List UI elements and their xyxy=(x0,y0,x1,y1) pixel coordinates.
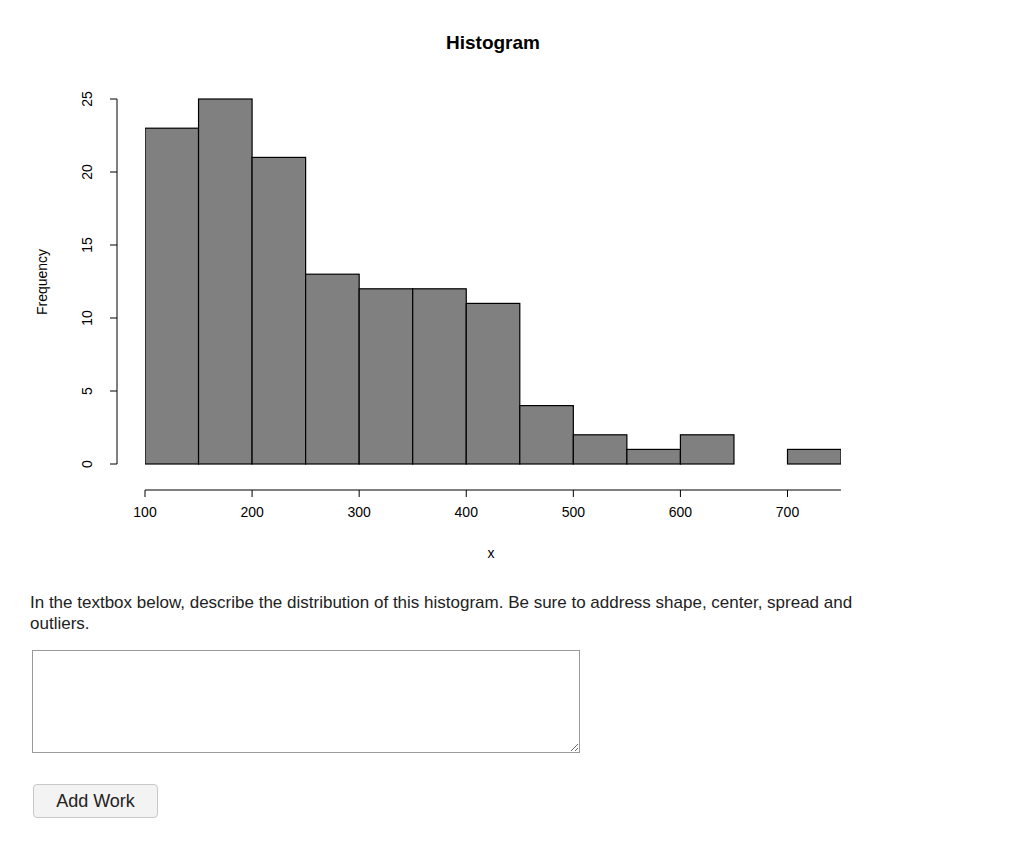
y-axis xyxy=(117,99,118,464)
bar xyxy=(199,99,253,464)
y-tick-label: 0 xyxy=(79,460,95,468)
prompt-line: outliers. xyxy=(30,613,852,634)
x-tick-label: 500 xyxy=(562,504,586,520)
bar xyxy=(734,463,788,464)
y-tick xyxy=(110,318,117,319)
x-tick-label: 600 xyxy=(669,504,693,520)
x-tick xyxy=(359,490,360,497)
prompt: In the textbox below, describe the distr… xyxy=(30,592,852,634)
bar xyxy=(145,128,199,464)
y-axis-label: Frequency xyxy=(34,249,50,315)
x-tick-label: 200 xyxy=(240,504,264,520)
y-tick-label: 20 xyxy=(79,164,95,180)
x-tick xyxy=(573,490,574,497)
x-tick-label: 400 xyxy=(455,504,479,520)
x-tick-label: 700 xyxy=(776,504,800,520)
bars xyxy=(145,99,841,464)
x-tick xyxy=(145,490,146,497)
bar xyxy=(788,449,842,464)
x-tick xyxy=(680,490,681,497)
x-tick xyxy=(466,490,467,497)
bar xyxy=(413,289,467,464)
y-tick xyxy=(110,99,117,100)
bar xyxy=(466,303,520,464)
x-tick-label: 300 xyxy=(347,504,371,520)
y-tick-label: 5 xyxy=(79,387,95,395)
y-tick-label: 25 xyxy=(79,91,95,107)
y-tick xyxy=(110,464,117,465)
bar xyxy=(627,449,681,464)
y-tick xyxy=(110,172,117,173)
y-tick-label: 10 xyxy=(79,310,95,326)
chart: Histogram 100 200 300 400 500 600 700 x 0 5 10 15 20 2… xyxy=(0,0,1024,570)
x-axis xyxy=(145,490,841,491)
y-tick-label: 15 xyxy=(79,237,95,253)
x-tick-label: 100 xyxy=(133,504,157,520)
x-tick xyxy=(787,490,788,497)
y-tick xyxy=(110,245,117,246)
x-tick xyxy=(252,490,253,497)
bar xyxy=(359,289,413,464)
x-axis-label: x xyxy=(488,545,495,561)
bar xyxy=(680,435,734,464)
bar xyxy=(306,274,360,464)
bar xyxy=(573,435,627,464)
bar xyxy=(252,157,306,464)
prompt-line: In the textbox below, describe the distr… xyxy=(30,592,852,613)
y-tick xyxy=(110,391,117,392)
title: Histogram xyxy=(446,32,540,53)
answer-textbox[interactable] xyxy=(32,650,580,753)
bar xyxy=(520,406,574,464)
add-work-button[interactable]: Add Work xyxy=(33,784,158,818)
